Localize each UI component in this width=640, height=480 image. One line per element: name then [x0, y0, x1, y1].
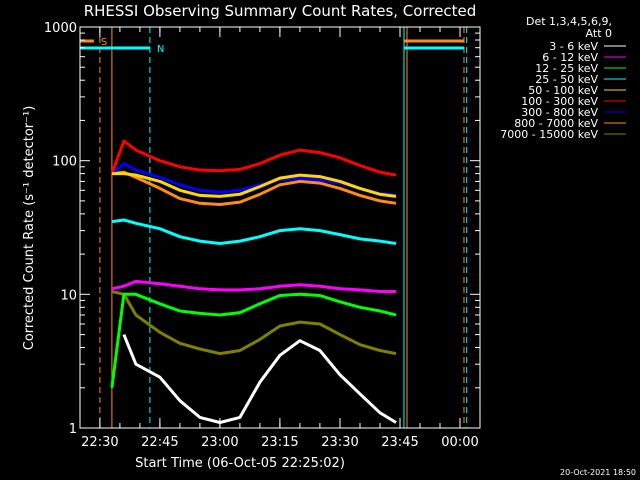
y-tick-label-3: 1000 [44, 21, 77, 36]
legend-label-8: 7000 - 15000 keV [500, 128, 598, 141]
x-tick-label-1: 22:45 [141, 435, 178, 450]
flag-label-s: S [101, 37, 107, 48]
y-tick-label-0: 1 [69, 422, 77, 437]
legend-header-line-1: Det 1,3,4,5,6,9, [526, 15, 612, 28]
series-line-7 [111, 170, 397, 206]
legend-label-6: 300 - 800 keV [521, 106, 598, 119]
x-tick-label-6: 00:00 [441, 435, 478, 450]
chart-marks: S N 22:30 22:45 23:00 23:15 23:30 23:45 00:00 1 10… [44, 21, 626, 450]
legend-label-3: 25 - 50 keV [535, 73, 598, 86]
series-line-1 [111, 279, 396, 293]
chart-title: RHESSI Observing Summary Count Rates, Co… [84, 2, 477, 20]
legend-label-2: 12 - 25 keV [535, 62, 598, 75]
x-tick-label-3: 23:15 [261, 435, 298, 450]
series-line-4 [111, 172, 397, 198]
flag-label-n: N [157, 44, 164, 55]
x-tick-label-0: 22:30 [81, 435, 118, 450]
x-tick-label-5: 23:45 [381, 435, 418, 450]
legend-label-4: 50 - 100 keV [528, 84, 598, 97]
legend-label-0: 3 - 6 keV [549, 40, 598, 53]
y-axis-label: Corrected Count Rate (s⁻¹ detector⁻¹) [22, 106, 37, 351]
x-tick-label-4: 23:30 [321, 435, 358, 450]
series-line-5 [110, 139, 397, 177]
series-line-3 [111, 218, 397, 245]
legend-header-line-2: Att 0 [586, 27, 612, 40]
legend-label-5: 100 - 300 keV [521, 95, 598, 108]
series-line-0 [122, 334, 397, 424]
series-line-2 [110, 292, 397, 388]
y-tick-label-2: 100 [52, 155, 77, 170]
y-tick-label-1: 10 [60, 288, 77, 303]
legend-label-1: 6 - 12 keV [542, 51, 598, 64]
x-axis-label: Start Time (06-Oct-05 22:25:02) [135, 456, 345, 471]
x-tick-label-2: 23:00 [201, 435, 238, 450]
legend-label-7: 800 - 7000 keV [514, 117, 598, 130]
series-line-8 [111, 290, 397, 356]
timestamp: 20-Oct-2021 18:50 [560, 468, 636, 477]
